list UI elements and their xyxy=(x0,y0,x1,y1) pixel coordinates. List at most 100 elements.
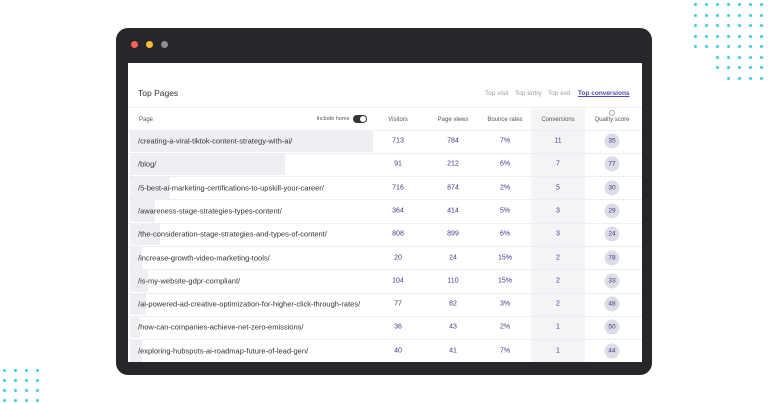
page-path: /blog/ xyxy=(138,159,157,169)
dot xyxy=(727,66,730,69)
row-bar xyxy=(130,316,140,339)
cell: 874 xyxy=(447,184,459,192)
dot xyxy=(738,13,741,17)
cell: 414 xyxy=(447,207,459,215)
dot xyxy=(727,34,730,38)
cell: 11 xyxy=(554,137,562,145)
column-header: Conversions xyxy=(541,117,575,123)
quality-score: 78 xyxy=(604,250,620,265)
column-highlight xyxy=(531,109,585,362)
cell: 3 xyxy=(556,207,560,215)
dot xyxy=(738,55,741,59)
row-divider xyxy=(128,152,642,154)
dot xyxy=(705,3,708,6)
dot xyxy=(749,3,752,6)
dot xyxy=(760,34,763,38)
cell: 784 xyxy=(447,137,459,145)
minimize-button xyxy=(146,41,153,48)
quality-score: 50 xyxy=(604,319,620,335)
dot xyxy=(749,13,752,17)
dot xyxy=(694,34,697,38)
dot xyxy=(716,34,719,38)
dot xyxy=(705,45,708,48)
dot xyxy=(760,24,763,27)
dot xyxy=(760,45,763,48)
cell: 40 xyxy=(394,347,402,355)
dot xyxy=(760,13,763,17)
quality-score: 30 xyxy=(604,180,620,196)
quality-score: 33 xyxy=(604,273,620,289)
cell: 899 xyxy=(447,230,459,238)
tab[interactable]: Top entry xyxy=(515,90,542,97)
dot xyxy=(760,66,763,69)
dot xyxy=(3,369,6,372)
cell: 43 xyxy=(449,323,457,331)
dot xyxy=(738,3,741,6)
tab[interactable]: Top exit xyxy=(548,90,571,97)
cell: 1 xyxy=(556,347,560,355)
dot xyxy=(14,389,17,392)
cell: 5 xyxy=(556,184,560,192)
dot xyxy=(716,55,719,59)
dot xyxy=(694,13,697,17)
tab[interactable]: Top visit xyxy=(485,90,509,97)
column-header: Visitors xyxy=(388,117,408,123)
cell: 1 xyxy=(556,323,560,331)
maximize-button xyxy=(161,41,168,48)
dot xyxy=(3,399,6,402)
cell: 3% xyxy=(499,300,511,308)
dot xyxy=(760,3,763,6)
row-divider xyxy=(128,222,642,224)
cell: 41 xyxy=(449,347,457,355)
cell: 212 xyxy=(447,160,459,168)
quality-score: 44 xyxy=(604,343,620,359)
page-path: /ai-powered-ad-creative-optimization-for… xyxy=(138,299,361,309)
dot xyxy=(705,24,708,27)
cell: 2 xyxy=(556,254,560,261)
dot xyxy=(727,76,730,80)
cell: 2% xyxy=(499,323,511,331)
row-divider xyxy=(128,176,642,178)
cell: 20 xyxy=(394,254,402,261)
dot xyxy=(716,13,719,17)
quality-score: 24 xyxy=(604,226,620,242)
cell: 364 xyxy=(392,207,404,215)
dot xyxy=(25,399,28,402)
toggle[interactable] xyxy=(353,115,367,123)
dot xyxy=(716,66,719,69)
dot xyxy=(25,369,28,372)
dot xyxy=(738,66,741,69)
dot xyxy=(694,3,697,6)
row-divider xyxy=(128,339,642,341)
row-bar xyxy=(130,223,160,246)
dot xyxy=(749,45,752,48)
page-path: /the-consideration-stage-strategies-and-… xyxy=(138,229,327,239)
dot xyxy=(14,369,17,372)
column-header: Quality score xyxy=(594,117,630,123)
cell: 808 xyxy=(392,230,404,238)
dot xyxy=(694,45,697,48)
page-path: /how-can-companies-achieve-net-zero-emis… xyxy=(138,322,304,332)
dot xyxy=(716,45,719,48)
column-header: Page xyxy=(138,117,154,123)
close-button xyxy=(131,41,138,48)
row-bar xyxy=(130,293,146,316)
dot xyxy=(3,389,6,392)
row-bar xyxy=(130,153,285,176)
row-divider xyxy=(128,269,642,271)
cell: 716 xyxy=(392,184,404,192)
cell: 713 xyxy=(392,137,404,145)
cell: 15% xyxy=(497,254,513,261)
row-bar xyxy=(130,176,170,199)
dot xyxy=(716,3,719,6)
dot xyxy=(25,379,28,382)
page-path: /creating-a-viral-tiktok-content-strateg… xyxy=(138,136,293,146)
page-path: /is-my-website-gdpr-compliant/ xyxy=(138,276,241,286)
dot xyxy=(727,3,730,6)
dot xyxy=(749,34,752,38)
tab[interactable]: Top conversions xyxy=(578,90,630,97)
dot xyxy=(727,24,730,27)
row-bar xyxy=(130,246,142,269)
dot xyxy=(749,66,752,69)
